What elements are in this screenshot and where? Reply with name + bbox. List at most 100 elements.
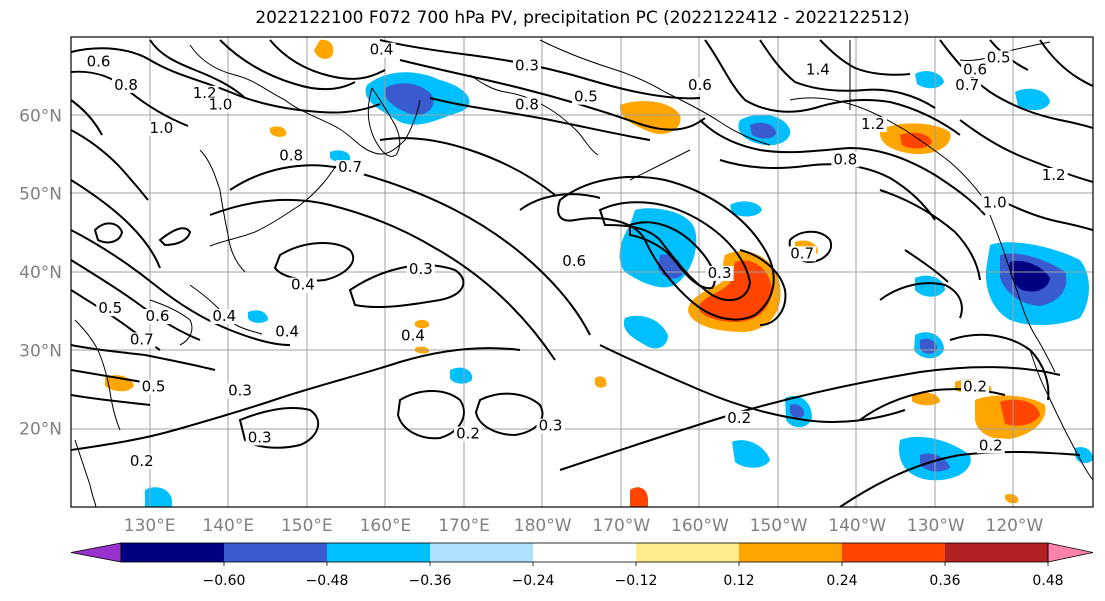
contour-label-bg [454, 426, 483, 442]
longitude-label: 170°E [438, 516, 490, 536]
colorbar-extend-max [1047, 542, 1094, 563]
longitude-label: 140°E [202, 516, 254, 536]
contour-label: 1.2 [1042, 166, 1066, 184]
latitude-axis: 60°N 50°N 40°N 30°N 20°N [19, 106, 62, 439]
latitude-label: 50°N [19, 185, 62, 205]
contour-label-bg [147, 121, 176, 136]
contour-label-bg [206, 97, 235, 113]
precip-region-kamchatka-negative [365, 72, 470, 125]
contour-label-bg [398, 328, 427, 344]
contour-label-bg [226, 383, 255, 399]
precip-region-blue-8 [145, 487, 172, 507]
contour-label: 0.8 [515, 96, 539, 114]
contour-label: 0.6 [688, 76, 712, 94]
precip-region-small-blue [730, 201, 762, 217]
contour-label-bg [961, 62, 990, 78]
contour-label: 0.8 [114, 76, 138, 94]
contour-label-bg [273, 324, 302, 340]
contour-label: 1.4 [806, 60, 830, 78]
contour-label: 0.8 [833, 150, 857, 168]
contour-label-bg [84, 54, 113, 70]
contour-label-bg [803, 62, 832, 78]
contour-label: 0.2 [456, 425, 480, 443]
precipitation-shading [105, 39, 1093, 507]
colorbar-tick-label: 0.48 [1032, 573, 1063, 589]
contour-label: 1.2 [861, 115, 885, 133]
longitude-label: 150°W [750, 516, 808, 536]
colorbar-tick-label: 0.36 [929, 573, 960, 589]
precip-region-north-orange [314, 39, 334, 59]
contour-label: 0.4 [401, 327, 425, 345]
contour-label-bg [788, 246, 817, 262]
contour-label: 0.7 [130, 331, 154, 349]
contour-label: 0.2 [727, 409, 751, 427]
longitude-label: 130°W [907, 516, 965, 536]
contour-label-bg [984, 50, 1013, 66]
contour-label-bg [96, 301, 125, 317]
colorbar-tick-label: −0.12 [615, 573, 658, 589]
contour-label: 0.4 [291, 276, 315, 294]
contour-label: 0.5 [98, 299, 122, 317]
contour-label: 0.6 [146, 307, 170, 325]
contour-label-bg [831, 152, 860, 168]
contour-label: 0.7 [790, 244, 814, 262]
colorbar-segment [739, 543, 843, 562]
precip-region-orange-small-7 [270, 126, 287, 137]
contour-label: 0.3 [708, 264, 732, 282]
precip-region-california-negative [985, 242, 1089, 326]
contour-label-bg [536, 418, 565, 434]
colorbar: −0.60 −0.48 −0.36 −0.24 −0.12 0.12 0.24 0.36 0.4… [70, 542, 1094, 589]
longitude-label: 160°E [360, 516, 412, 536]
contour-label-bg [705, 265, 734, 281]
precip-region-southeast-orange [975, 395, 1046, 440]
contour-label: 0.3 [515, 56, 539, 74]
latitude-label: 40°N [19, 263, 62, 283]
precip-region-east-blue-1 [915, 275, 945, 297]
contour-label-bg [127, 332, 156, 348]
contour-label: 1.0 [149, 119, 173, 137]
colorbar-tick-label: −0.24 [512, 573, 555, 589]
contour-label-bg [277, 148, 306, 164]
contour-label: 0.4 [212, 307, 236, 325]
contour-label-bg [980, 195, 1009, 211]
colorbar-tick-label: 0.24 [826, 573, 857, 589]
contour-label-bg [1039, 168, 1068, 183]
precip-region-gulf-alaska-orange [879, 123, 951, 155]
contour-label: 0.3 [248, 428, 272, 446]
contour-label-bg [858, 117, 887, 133]
precip-region-blue-5 [1075, 447, 1093, 464]
contour-label: 0.3 [539, 417, 563, 435]
contour-label-bg [245, 430, 274, 446]
contour-label-bg [112, 77, 141, 93]
colorbar-segment [430, 543, 534, 562]
contour-label-bg [685, 77, 714, 93]
contour-label: 0.4 [370, 41, 394, 59]
latitude-label: 60°N [19, 106, 62, 126]
contour-label: 0.7 [955, 76, 979, 94]
contour-label-bg [127, 453, 156, 469]
colorbar-segment [533, 543, 637, 562]
precip-region-blue-6 [450, 367, 473, 384]
contour-label: 0.2 [979, 436, 1003, 454]
contour-label: 0.4 [275, 323, 299, 341]
precip-region-nw-canada-blue [1015, 88, 1050, 111]
colorbar-segment [224, 543, 328, 562]
latitude-label: 30°N [19, 341, 62, 361]
contour-label-bg [143, 309, 172, 324]
precip-region-east-blue-2 [914, 332, 944, 359]
colorbar-segment [121, 543, 225, 562]
contour-label: 0.2 [130, 452, 154, 470]
contour-label-bg [190, 85, 219, 101]
contour-label-bg [512, 97, 541, 113]
latitude-label: 20°N [19, 420, 62, 440]
page-title: 2022122100 F072 700 hPa PV, precipitatio… [255, 8, 910, 28]
colorbar-segment [945, 543, 1049, 562]
colorbar-tick-label: −0.36 [409, 573, 452, 589]
colorbar-tick-label: −0.60 [203, 573, 246, 589]
contour-label-bg [367, 42, 396, 58]
precip-region-blue-4 [732, 440, 770, 468]
contour-label-bg [953, 77, 982, 93]
contour-label-bg [961, 379, 990, 395]
longitude-label: 140°W [828, 516, 886, 536]
contour-label: 0.6 [87, 52, 111, 70]
